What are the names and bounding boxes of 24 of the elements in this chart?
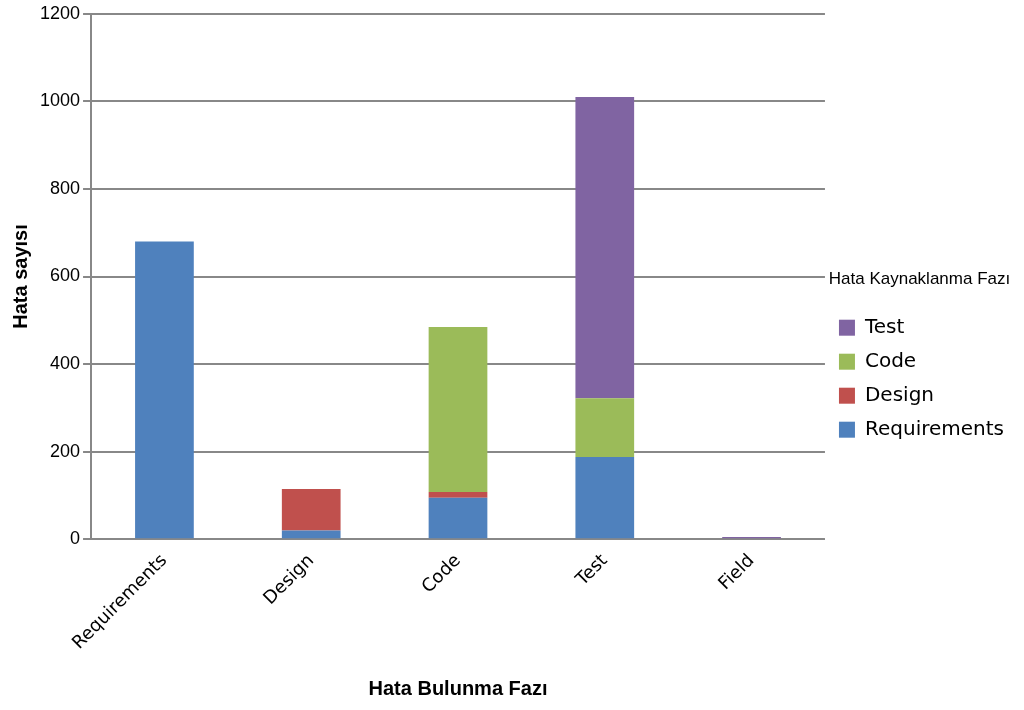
bar [575, 398, 635, 457]
legend-label: Design [864, 381, 935, 406]
x-axis-title: Hata Bulunma Fazı [368, 676, 548, 699]
legend-title: Hata Kaynaklanma Fazı [828, 269, 1011, 289]
y-tick-label: 1200 [40, 2, 81, 23]
legend-label: Code [864, 347, 917, 372]
x-tick-label: Test [570, 549, 611, 590]
y-tick-label: 400 [50, 353, 81, 374]
y-axis-title: Hata sayısı [8, 224, 31, 329]
bar [281, 488, 341, 531]
bar [428, 497, 488, 539]
bar [135, 241, 194, 539]
y-tick-label: 0 [70, 528, 81, 549]
bar [428, 326, 488, 492]
bar [428, 491, 488, 498]
legend-label: Requirements [864, 415, 1004, 440]
bar [575, 456, 635, 539]
y-tick-label: 200 [50, 440, 81, 461]
bar [281, 530, 341, 539]
bar [575, 97, 635, 399]
y-tick-label: 800 [50, 177, 81, 198]
y-tick-label: 1000 [40, 90, 81, 111]
legend-label: Test [863, 313, 905, 338]
y-tick-label: 600 [50, 265, 81, 286]
